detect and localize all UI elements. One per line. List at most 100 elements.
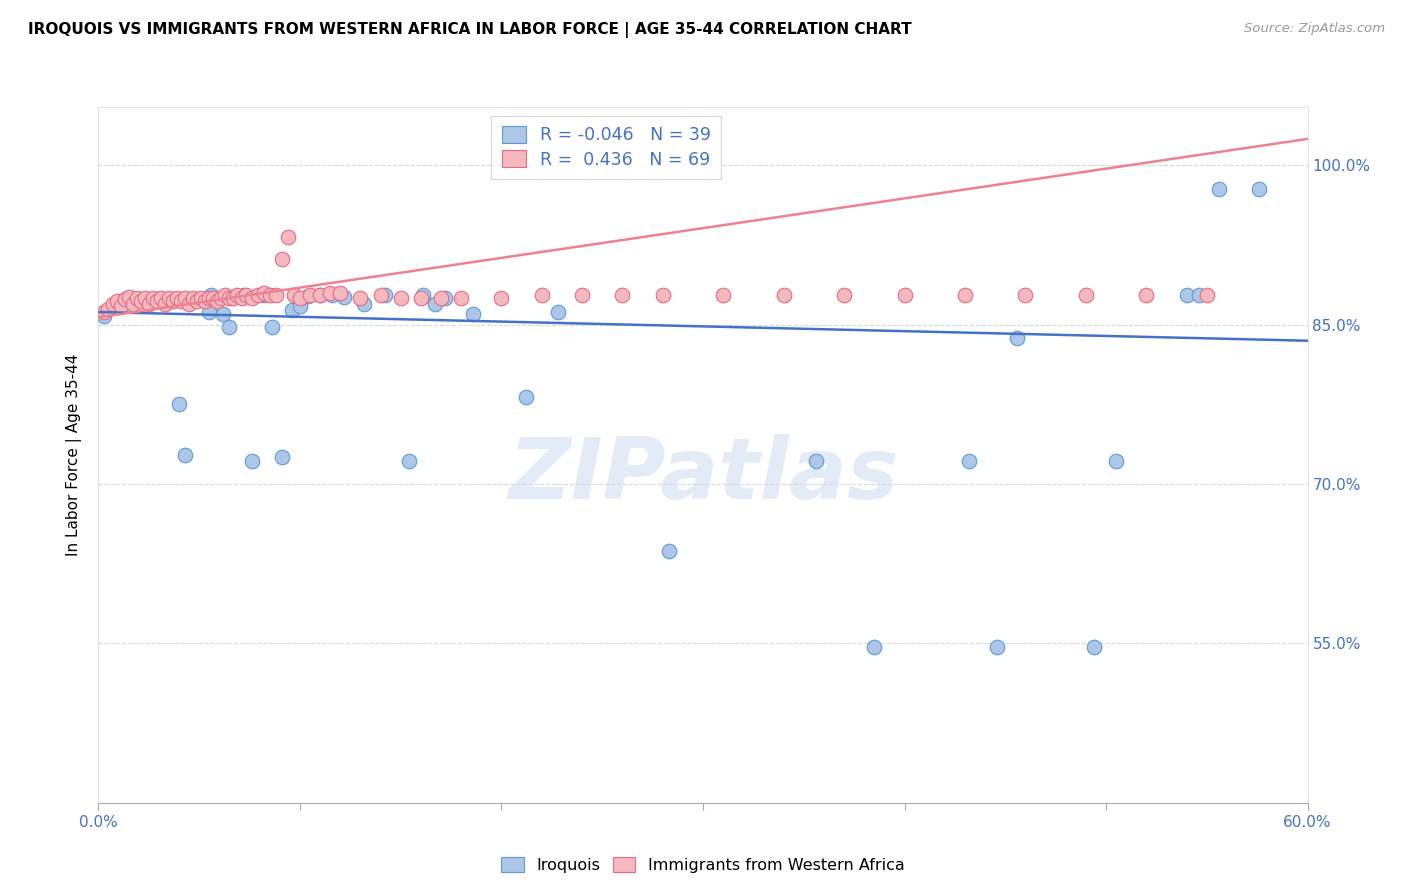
Point [179,296,201,310]
Point [288,291,311,305]
Point [253,288,276,302]
Point [260,320,283,334]
Point [166,291,188,305]
Point [297,289,319,303]
Point [986,640,1008,654]
Point [264,288,287,302]
Legend: Iroquois, Immigrants from Western Africa: Iroquois, Immigrants from Western Africa [495,851,911,880]
Point [309,288,332,302]
Text: IROQUOIS VS IMMIGRANTS FROM WESTERN AFRICA IN LABOR FORCE | AGE 35-44 CORRELATIO: IROQUOIS VS IMMIGRANTS FROM WESTERN AFRI… [28,22,911,38]
Point [1195,288,1218,302]
Point [547,305,569,319]
Point [125,291,148,305]
Point [374,288,396,302]
Point [863,640,886,654]
Point [167,397,190,411]
Point [101,296,124,310]
Point [118,290,141,304]
Point [321,288,343,302]
Point [370,288,392,302]
Point [97,301,120,316]
Point [389,291,412,305]
Point [157,291,180,305]
Legend: R = -0.046   N = 39, R =  0.436   N = 69: R = -0.046 N = 39, R = 0.436 N = 69 [491,116,721,179]
Point [198,305,221,319]
Point [423,296,446,310]
Point [571,288,593,302]
Point [93,305,115,319]
Point [270,450,292,464]
Point [174,449,197,463]
Point [114,293,136,307]
Point [353,296,375,310]
Point [1105,454,1128,468]
Point [202,291,225,305]
Point [772,288,794,302]
Point [134,291,156,305]
Point [121,296,143,310]
Point [209,291,232,305]
Text: ZIPatlas: ZIPatlas [508,434,898,517]
Point [450,291,472,305]
Point [226,288,249,302]
Point [240,291,263,305]
Point [412,288,434,302]
Point [658,544,681,558]
Point [398,454,420,468]
Point [434,291,457,305]
Point [190,291,212,305]
Point [1135,288,1157,302]
Point [430,291,453,305]
Point [893,288,915,302]
Point [194,294,217,309]
Point [283,288,305,302]
Point [333,290,356,304]
Point [231,291,253,305]
Point [149,291,172,305]
Point [1249,182,1271,196]
Point [198,291,221,305]
Point [218,320,240,334]
Point [170,294,193,309]
Point [232,288,254,302]
Point [270,252,292,266]
Point [1014,288,1036,302]
Point [218,291,240,305]
Text: Source: ZipAtlas.com: Source: ZipAtlas.com [1244,22,1385,36]
Point [200,288,222,302]
Point [181,291,204,305]
Point [832,288,855,302]
Point [259,288,281,302]
Point [105,294,128,309]
Point [174,291,197,305]
Point [299,288,322,302]
Point [1074,288,1097,302]
Point [186,294,208,309]
Point [212,307,235,321]
Point [253,285,276,300]
Point [214,288,236,302]
Point [1188,288,1211,302]
Point [146,294,169,309]
Point [1208,182,1230,196]
Point [153,296,176,310]
Point [1007,330,1029,344]
Point [207,294,229,309]
Point [349,291,371,305]
Y-axis label: In Labor Force | Age 35-44: In Labor Force | Age 35-44 [66,354,83,556]
Point [129,294,152,309]
Point [319,285,342,300]
Point [515,390,537,404]
Point [530,288,553,302]
Point [953,288,976,302]
Point [957,454,980,468]
Point [1175,288,1198,302]
Point [491,291,513,305]
Point [142,291,165,305]
Point [246,288,269,302]
Point [281,302,304,317]
Point [329,285,352,300]
Point [162,294,184,309]
Point [309,288,332,302]
Point [409,291,432,305]
